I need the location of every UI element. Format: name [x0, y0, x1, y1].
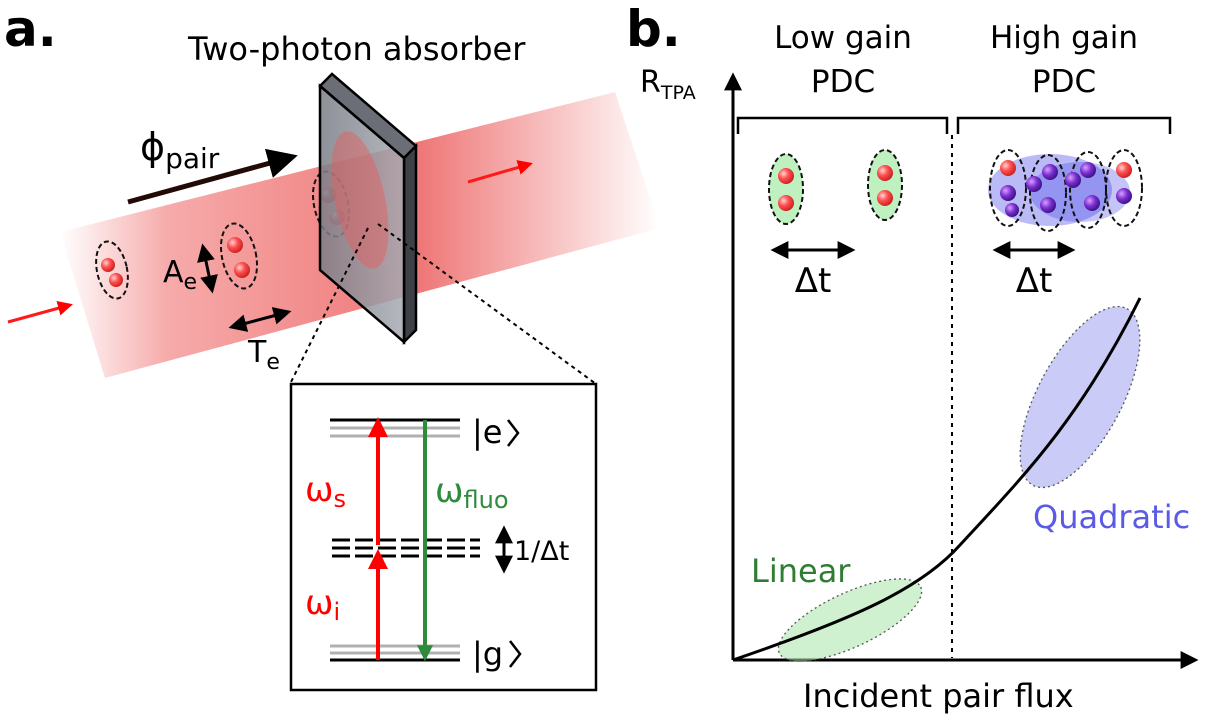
- excited-state-ket: [507, 419, 520, 447]
- omega-s-label: ωs: [305, 470, 346, 513]
- output-beam-arrow: [467, 160, 533, 184]
- delta-t-label-low: Δt: [795, 261, 832, 301]
- panel-a-letter: a.: [4, 0, 57, 58]
- energy-level-inset: [289, 382, 598, 692]
- y-axis-label: RTPA: [640, 65, 696, 104]
- quadratic-label: Quadratic: [1033, 498, 1190, 536]
- photon-pair-1: [95, 240, 129, 300]
- absorber-label: Two-photon absorber: [187, 30, 526, 68]
- area-arrow: [197, 243, 218, 294]
- omega-fluo-label: ωfluo: [435, 471, 509, 514]
- low-gain-bracket: [736, 116, 949, 134]
- linear-label: Linear: [751, 552, 851, 590]
- omega-i-label: ωi: [305, 583, 340, 626]
- flux-arrow: [127, 148, 298, 205]
- low-gain-subtitle: PDC: [811, 64, 875, 100]
- high-gain-title: High gain: [990, 20, 1138, 56]
- zoom-line-right: [377, 223, 597, 385]
- panel-b-letter: b.: [626, 0, 681, 58]
- excited-state-label: |e: [472, 413, 502, 451]
- high-gain-bracket: [956, 116, 1172, 134]
- x-axis-label: Incident pair flux: [803, 677, 1074, 715]
- time-arrow: [228, 307, 292, 332]
- high-gain-subtitle: PDC: [1032, 64, 1096, 100]
- photon-pair-2: [220, 222, 258, 290]
- low-gain-pair-1: [768, 153, 804, 225]
- delta-t-label-high: Δt: [1016, 261, 1053, 301]
- quadratic-region: [1019, 305, 1141, 489]
- high-gain-pairs: [988, 149, 1143, 232]
- tpa-rate-curve: [732, 297, 1142, 662]
- linewidth-label: 1/Δt: [514, 536, 569, 567]
- time-label: Te: [247, 335, 280, 375]
- phi-pair-label: ϕpair: [140, 125, 220, 175]
- input-beam-arrow: [7, 300, 73, 324]
- area-label: Ae: [163, 255, 197, 295]
- zoom-line-left: [289, 227, 369, 385]
- low-gain-title: Low gain: [774, 20, 912, 56]
- absorber-slab: [318, 72, 418, 346]
- ground-state-label: |g: [472, 635, 503, 673]
- ground-state-ket: [509, 640, 522, 668]
- low-gain-pair-2: [867, 149, 903, 221]
